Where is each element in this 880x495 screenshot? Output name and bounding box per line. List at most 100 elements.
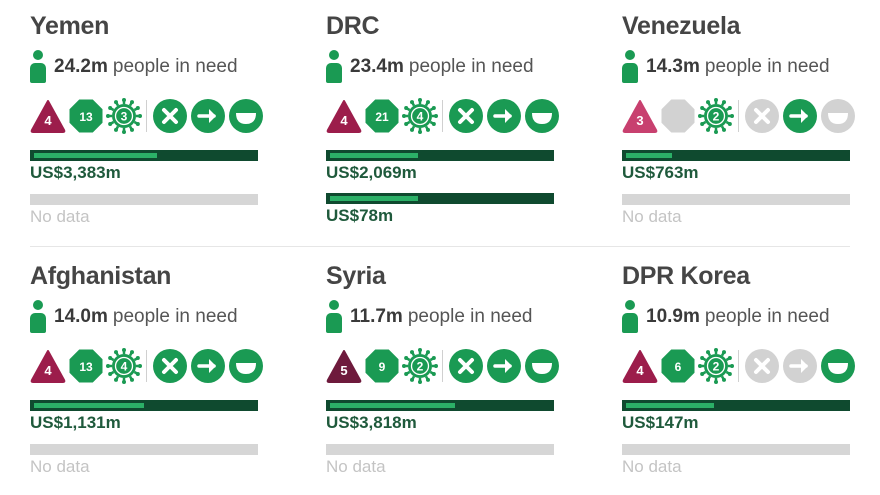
funding-bar-fill bbox=[626, 403, 714, 408]
no-data-label: No data bbox=[326, 457, 386, 476]
indicator-icons: 4 21 4 bbox=[326, 98, 566, 134]
indicator-icons: 4 13 4 bbox=[30, 348, 270, 384]
octagon-count-number: 9 bbox=[379, 360, 386, 374]
people-in-need-label: people in need bbox=[407, 306, 533, 327]
funding-amount: US$78m bbox=[326, 206, 394, 225]
virus-icon: 2 bbox=[698, 98, 734, 134]
funding-amount: US$147m bbox=[622, 413, 699, 432]
virus-number: 2 bbox=[417, 360, 424, 374]
triangle-severity-icon: 4 bbox=[30, 348, 66, 384]
triangle-severity-icon: 4 bbox=[326, 98, 362, 134]
cross-icon bbox=[152, 348, 188, 384]
cross-icon bbox=[152, 98, 188, 134]
people-in-need-value: 11.7m bbox=[350, 306, 403, 327]
arrow-right-icon bbox=[486, 98, 522, 134]
icon-divider bbox=[146, 100, 147, 132]
no-data-label: No data bbox=[30, 457, 90, 476]
octagon-count-number: 21 bbox=[375, 110, 389, 124]
arrow-right-icon bbox=[782, 348, 818, 384]
virus-icon: 3 bbox=[106, 98, 142, 134]
people-in-need-value: 14.3m bbox=[646, 56, 700, 77]
cross-icon bbox=[448, 348, 484, 384]
bowl-icon bbox=[820, 98, 856, 134]
triangle-severity-number: 5 bbox=[340, 363, 347, 378]
people-in-need-label: people in need bbox=[112, 56, 238, 77]
triangle-severity-number: 4 bbox=[44, 113, 52, 128]
country-name: DRC bbox=[326, 12, 380, 40]
crisis-card: DRC 23.4m people in need 4 21 4 US$2,069m US$78… bbox=[326, 0, 566, 230]
virus-number: 4 bbox=[121, 360, 128, 374]
octagon-count-icon: 6 bbox=[660, 348, 696, 384]
country-name: DPR Korea bbox=[622, 262, 750, 290]
triangle-severity-number: 4 bbox=[340, 113, 348, 128]
person-icon bbox=[30, 300, 46, 334]
icon-divider bbox=[146, 350, 147, 382]
cross-icon bbox=[448, 98, 484, 134]
funding-bar-fill bbox=[34, 403, 144, 408]
triangle-severity-number: 3 bbox=[636, 113, 643, 128]
virus-number: 2 bbox=[713, 360, 720, 374]
virus-icon: 2 bbox=[402, 348, 438, 384]
funding-bar bbox=[622, 150, 850, 161]
people-in-need: 11.7m people in need bbox=[326, 300, 533, 334]
virus-icon: 4 bbox=[106, 348, 142, 384]
indicator-icons: 5 9 2 bbox=[326, 348, 566, 384]
funding-bar-fill bbox=[330, 153, 418, 158]
icon-divider bbox=[442, 350, 443, 382]
funding-amount: US$763m bbox=[622, 163, 699, 182]
funding-amount: US$2,069m bbox=[326, 163, 417, 182]
funding-bar bbox=[326, 400, 554, 411]
funding-bar bbox=[30, 400, 258, 411]
triangle-severity-icon: 4 bbox=[622, 348, 658, 384]
people-in-need: 24.2m people in need bbox=[30, 50, 238, 84]
no-data-label: No data bbox=[30, 207, 90, 226]
triangle-severity-icon: 5 bbox=[326, 348, 362, 384]
country-name: Yemen bbox=[30, 12, 110, 40]
people-in-need: 23.4m people in need bbox=[326, 50, 534, 84]
octagon-count-icon: 13 bbox=[68, 348, 104, 384]
no-data-bar bbox=[622, 194, 850, 205]
virus-number: 4 bbox=[417, 110, 424, 124]
triangle-severity-icon: 3 bbox=[622, 98, 658, 134]
people-in-need-value: 23.4m bbox=[350, 56, 404, 77]
crisis-card: DPR Korea 10.9m people in need 4 6 2 US$147m No… bbox=[622, 250, 862, 480]
funding-bar-fill bbox=[34, 153, 157, 158]
people-in-need-label: people in need bbox=[704, 306, 830, 327]
person-icon bbox=[326, 50, 342, 84]
funding-bar-fill bbox=[330, 196, 418, 201]
icon-divider bbox=[738, 100, 739, 132]
funding-bar-fill bbox=[330, 403, 455, 408]
bowl-icon bbox=[228, 98, 264, 134]
crisis-card: Afghanistan 14.0m people in need 4 13 4 US$1,1… bbox=[30, 250, 270, 480]
people-in-need-value: 14.0m bbox=[54, 306, 108, 327]
person-icon bbox=[622, 50, 638, 84]
no-data-bar bbox=[30, 444, 258, 455]
octagon-count-number: 6 bbox=[675, 360, 682, 374]
icon-divider bbox=[442, 100, 443, 132]
bowl-icon bbox=[524, 98, 560, 134]
people-in-need-value: 10.9m bbox=[646, 306, 700, 327]
people-in-need: 14.0m people in need bbox=[30, 300, 238, 334]
country-name: Syria bbox=[326, 262, 386, 290]
no-data-bar bbox=[622, 444, 850, 455]
person-icon bbox=[622, 300, 638, 334]
no-data-label: No data bbox=[622, 207, 682, 226]
funding-bar bbox=[326, 150, 554, 161]
triangle-severity-number: 4 bbox=[636, 363, 644, 378]
person-icon bbox=[30, 50, 46, 84]
octagon-count-number: 13 bbox=[79, 110, 93, 124]
bowl-icon bbox=[228, 348, 264, 384]
arrow-right-icon bbox=[782, 98, 818, 134]
no-data-bar bbox=[30, 194, 258, 205]
cross-icon bbox=[744, 348, 780, 384]
icon-divider bbox=[738, 350, 739, 382]
bowl-icon bbox=[524, 348, 560, 384]
arrow-right-icon bbox=[486, 348, 522, 384]
virus-icon: 4 bbox=[402, 98, 438, 134]
row-divider bbox=[30, 246, 850, 247]
octagon-count-icon bbox=[660, 98, 696, 134]
octagon-count-icon: 21 bbox=[364, 98, 400, 134]
people-in-need-label: people in need bbox=[112, 306, 238, 327]
no-data-bar bbox=[326, 444, 554, 455]
